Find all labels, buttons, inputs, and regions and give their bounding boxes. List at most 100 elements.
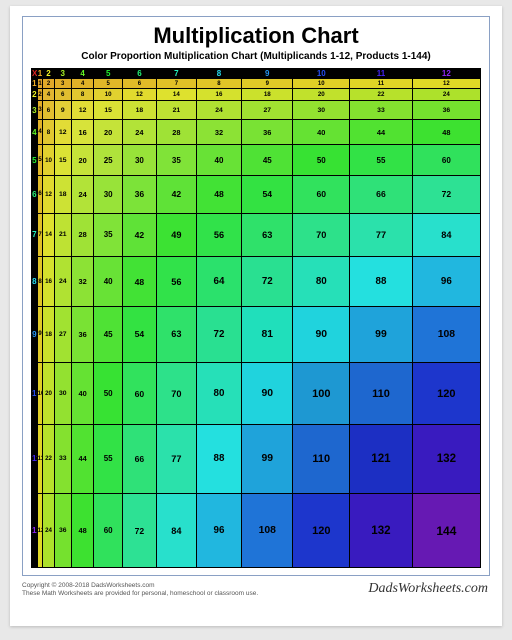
product-cell: 18 bbox=[43, 306, 54, 362]
product-cell: 8 bbox=[71, 89, 94, 101]
multiplication-table: X123456789101112112345678910111222468101… bbox=[31, 68, 481, 568]
product-cell: 14 bbox=[43, 213, 54, 257]
product-cell: 80 bbox=[293, 257, 350, 307]
product-cell: 21 bbox=[156, 101, 196, 120]
product-cell: 30 bbox=[94, 176, 122, 213]
product-cell: 80 bbox=[196, 362, 241, 424]
product-cell: 55 bbox=[94, 425, 122, 494]
product-cell: 48 bbox=[122, 257, 156, 307]
page-subtitle: Color Proportion Multiplication Chart (M… bbox=[31, 51, 481, 62]
product-cell: 96 bbox=[196, 493, 241, 568]
product-cell: 49 bbox=[156, 213, 196, 257]
product-cell: 55 bbox=[350, 145, 413, 176]
product-cell: 4 bbox=[43, 89, 54, 101]
product-cell: 70 bbox=[293, 213, 350, 257]
row-header: 2 bbox=[32, 89, 38, 101]
product-cell: 11 bbox=[350, 79, 413, 89]
product-cell: 40 bbox=[196, 145, 241, 176]
product-cell: 81 bbox=[242, 306, 293, 362]
product-cell: 132 bbox=[350, 493, 413, 568]
product-cell: 36 bbox=[122, 176, 156, 213]
product-cell: 12 bbox=[71, 101, 94, 120]
product-cell: 22 bbox=[350, 89, 413, 101]
product-cell: 22 bbox=[43, 425, 54, 494]
product-cell: 132 bbox=[412, 425, 480, 494]
product-cell: 12 bbox=[412, 79, 480, 89]
product-cell: 60 bbox=[94, 493, 122, 568]
product-cell: 18 bbox=[122, 101, 156, 120]
product-cell: 45 bbox=[242, 145, 293, 176]
product-cell: 20 bbox=[293, 89, 350, 101]
product-cell: 15 bbox=[94, 101, 122, 120]
col-header: 6 bbox=[122, 69, 156, 79]
chart-frame: Multiplication Chart Color Proportion Mu… bbox=[22, 16, 490, 576]
product-cell: 77 bbox=[156, 425, 196, 494]
product-cell: 8 bbox=[43, 120, 54, 145]
row-header: 1 bbox=[32, 79, 38, 89]
col-header: 11 bbox=[350, 69, 413, 79]
product-cell: 56 bbox=[156, 257, 196, 307]
product-cell: 40 bbox=[71, 362, 94, 424]
product-cell: 108 bbox=[412, 306, 480, 362]
product-cell: 27 bbox=[242, 101, 293, 120]
product-cell: 24 bbox=[54, 257, 71, 307]
product-cell: 54 bbox=[122, 306, 156, 362]
product-cell: 50 bbox=[293, 145, 350, 176]
product-cell: 77 bbox=[350, 213, 413, 257]
product-cell: 21 bbox=[54, 213, 71, 257]
product-cell: 88 bbox=[350, 257, 413, 307]
product-cell: 66 bbox=[350, 176, 413, 213]
product-cell: 32 bbox=[196, 120, 241, 145]
product-cell: 24 bbox=[412, 89, 480, 101]
product-cell: 4 bbox=[71, 79, 94, 89]
product-cell: 33 bbox=[350, 101, 413, 120]
product-cell: 60 bbox=[412, 145, 480, 176]
col-header: 1 bbox=[37, 69, 43, 79]
product-cell: 24 bbox=[122, 120, 156, 145]
page-title: Multiplication Chart bbox=[31, 23, 481, 49]
product-cell: 15 bbox=[54, 145, 71, 176]
product-cell: 108 bbox=[242, 493, 293, 568]
product-cell: 10 bbox=[43, 145, 54, 176]
product-cell: 54 bbox=[242, 176, 293, 213]
product-cell: 110 bbox=[350, 362, 413, 424]
product-cell: 16 bbox=[43, 257, 54, 307]
product-cell: 36 bbox=[71, 306, 94, 362]
product-cell: 6 bbox=[54, 89, 71, 101]
multiplication-grid: X123456789101112112345678910111222468101… bbox=[31, 68, 481, 568]
footer: Copyright © 2008-2018 DadsWorksheets.com… bbox=[22, 582, 490, 598]
product-cell: 20 bbox=[94, 120, 122, 145]
product-cell: 63 bbox=[156, 306, 196, 362]
product-cell: 72 bbox=[242, 257, 293, 307]
worksheet-page: Multiplication Chart Color Proportion Mu… bbox=[10, 6, 502, 626]
product-cell: 36 bbox=[242, 120, 293, 145]
product-cell: 48 bbox=[196, 176, 241, 213]
product-cell: 36 bbox=[54, 493, 71, 568]
product-cell: 120 bbox=[412, 362, 480, 424]
product-cell: 6 bbox=[43, 101, 54, 120]
product-cell: 2 bbox=[43, 79, 54, 89]
col-header: 4 bbox=[71, 69, 94, 79]
product-cell: 14 bbox=[156, 89, 196, 101]
product-cell: 121 bbox=[350, 425, 413, 494]
col-header: 10 bbox=[293, 69, 350, 79]
product-cell: 42 bbox=[156, 176, 196, 213]
product-cell: 9 bbox=[242, 79, 293, 89]
product-cell: 16 bbox=[71, 120, 94, 145]
product-cell: 10 bbox=[94, 89, 122, 101]
product-cell: 35 bbox=[156, 145, 196, 176]
product-cell: 60 bbox=[293, 176, 350, 213]
product-cell: 7 bbox=[156, 79, 196, 89]
product-cell: 44 bbox=[71, 425, 94, 494]
product-cell: 50 bbox=[94, 362, 122, 424]
product-cell: 24 bbox=[43, 493, 54, 568]
product-cell: 99 bbox=[242, 425, 293, 494]
product-cell: 64 bbox=[196, 257, 241, 307]
product-cell: 24 bbox=[196, 101, 241, 120]
product-cell: 9 bbox=[54, 101, 71, 120]
product-cell: 42 bbox=[122, 213, 156, 257]
product-cell: 90 bbox=[293, 306, 350, 362]
product-cell: 72 bbox=[122, 493, 156, 568]
col-header: 8 bbox=[196, 69, 241, 79]
corner-cell: X bbox=[32, 69, 38, 79]
